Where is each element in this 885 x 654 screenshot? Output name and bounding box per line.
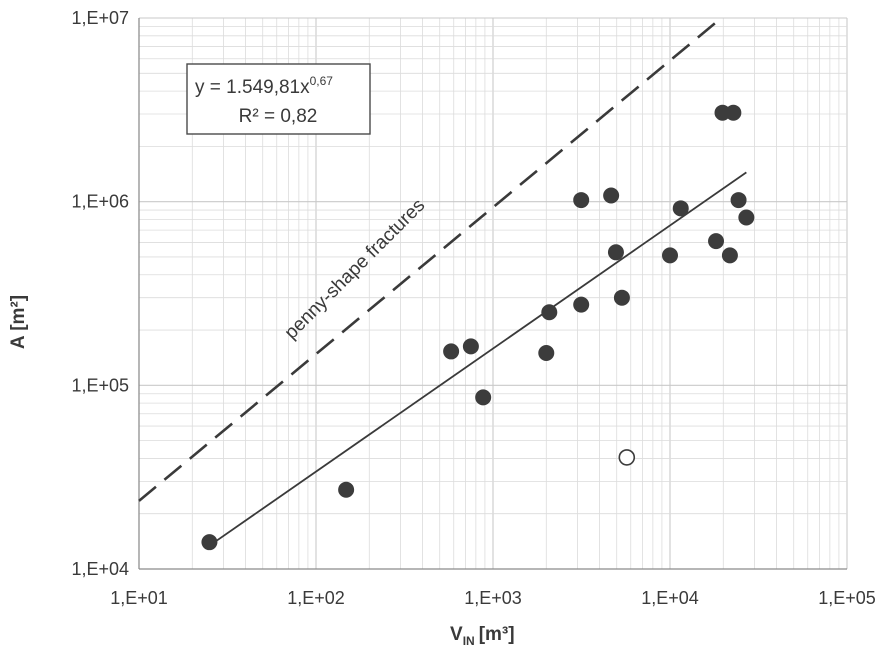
- data-point: [541, 304, 558, 321]
- data-point: [573, 192, 590, 209]
- data-point: [607, 244, 624, 261]
- reference-line-group: [138, 16, 723, 502]
- y-tick-label: 1,E+07: [71, 8, 129, 28]
- data-point: [603, 187, 620, 204]
- trend-line: [208, 171, 747, 547]
- data-point-open: [618, 449, 636, 466]
- equation-exponent: 0,67: [310, 74, 334, 88]
- data-point: [443, 343, 460, 360]
- x-axis-title: VIN [m³]: [450, 624, 515, 648]
- data-point: [462, 338, 479, 355]
- x-tick-label: 1,E+02: [287, 588, 345, 608]
- equation-text: y = 1.549,81x0,67: [195, 74, 333, 98]
- data-point: [613, 289, 630, 306]
- data-point: [538, 344, 555, 361]
- trend-line-group: [208, 171, 747, 547]
- x-tick-label: 1,E+04: [641, 588, 699, 608]
- x-tick-label: 1,E+01: [110, 588, 168, 608]
- data-point: [730, 192, 747, 209]
- axes: [138, 18, 847, 570]
- x-axis-title-unit: [m³]: [479, 624, 515, 645]
- y-tick-label: 1,E+04: [71, 559, 129, 579]
- y-axis-title: A [m²]: [8, 295, 29, 349]
- data-point: [662, 247, 678, 264]
- equation-box: y = 1.549,81x0,67 R² = 0,82: [186, 63, 371, 135]
- data-point: [721, 247, 738, 264]
- data-point: [201, 534, 218, 551]
- data-point: [475, 389, 492, 406]
- y-tick-label: 1,E+06: [71, 192, 129, 212]
- x-tick-label: 1,E+03: [464, 588, 522, 608]
- data-point: [672, 200, 689, 217]
- x-axis-title-sub: IN: [463, 634, 475, 648]
- tick-labels: 1,E+01 1,E+02 1,E+03 1,E+04 1,E+05 1,E+04 1,E+…: [71, 8, 875, 608]
- y-tick-label: 1,E+05: [71, 375, 129, 395]
- data-point: [738, 209, 755, 226]
- r-squared-text: R² = 0,82: [239, 106, 318, 127]
- data-point: [725, 104, 742, 121]
- x-tick-label: 1,E+05: [818, 588, 876, 608]
- equation-box-frame: [186, 63, 371, 135]
- data-point: [708, 233, 725, 250]
- x-axis-title-main: V: [450, 624, 463, 645]
- data-point: [573, 296, 590, 313]
- equation-base: y = 1.549,81x: [195, 77, 310, 98]
- reference-line: [138, 16, 723, 502]
- data-points: [201, 104, 755, 551]
- data-point: [338, 481, 355, 498]
